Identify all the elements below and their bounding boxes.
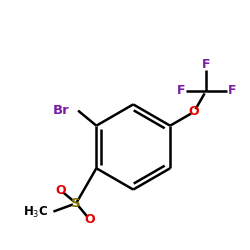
Text: Br: Br	[53, 104, 70, 117]
Text: O: O	[55, 184, 66, 196]
Text: O: O	[188, 106, 199, 118]
Text: F: F	[176, 84, 185, 97]
Text: F: F	[202, 58, 210, 71]
Text: O: O	[84, 212, 95, 226]
Text: S: S	[71, 197, 81, 210]
Text: H$_3$C: H$_3$C	[24, 205, 49, 220]
Text: F: F	[228, 84, 236, 97]
